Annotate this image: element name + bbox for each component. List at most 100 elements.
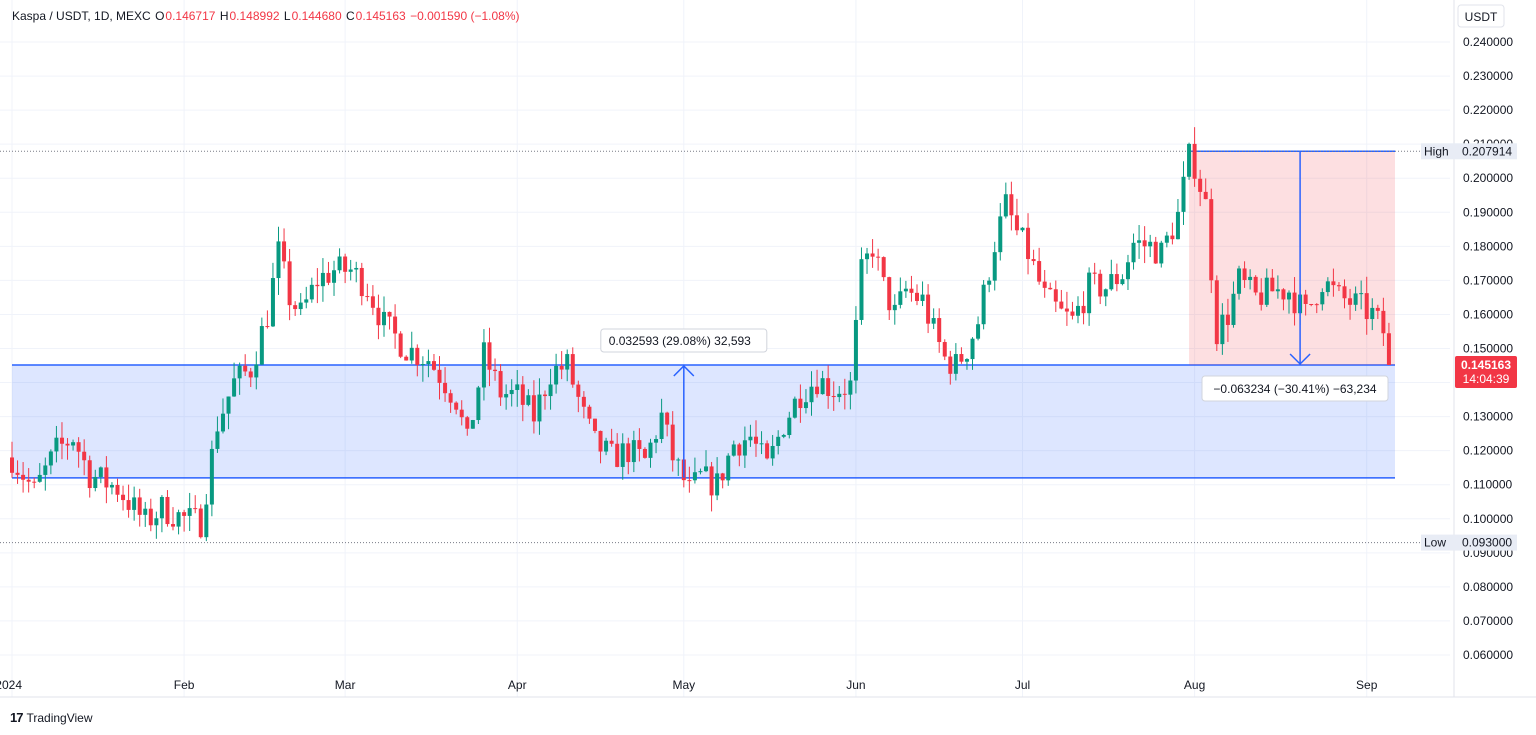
candle[interactable] <box>171 507 176 531</box>
candle[interactable] <box>481 329 486 401</box>
range-up-label[interactable]: 0.032593 (29.08%) 32,593 <box>600 328 768 353</box>
candle[interactable] <box>642 447 647 459</box>
candle[interactable] <box>1014 198 1019 236</box>
candle[interactable] <box>504 384 509 410</box>
candle[interactable] <box>604 437 609 456</box>
candle[interactable] <box>393 304 398 349</box>
candle[interactable] <box>554 353 559 394</box>
candle[interactable] <box>59 422 64 460</box>
candle[interactable] <box>1159 240 1164 268</box>
candle[interactable] <box>1181 161 1186 225</box>
candle[interactable] <box>448 389 453 413</box>
candle[interactable] <box>1231 281 1236 328</box>
candle[interactable] <box>953 343 958 381</box>
candle[interactable] <box>365 283 370 302</box>
candle[interactable] <box>1020 227 1025 233</box>
candle[interactable] <box>282 228 287 269</box>
candle[interactable] <box>381 296 386 337</box>
candle[interactable] <box>787 411 792 439</box>
candle[interactable] <box>887 276 892 320</box>
candle[interactable] <box>1076 296 1081 324</box>
candle[interactable] <box>332 260 337 296</box>
candle[interactable] <box>1292 277 1297 326</box>
candle[interactable] <box>348 259 353 281</box>
candle[interactable] <box>126 484 131 518</box>
candle[interactable] <box>1070 301 1075 320</box>
candle[interactable] <box>87 455 92 498</box>
candle[interactable] <box>343 253 348 284</box>
candle[interactable] <box>559 351 564 380</box>
candle[interactable] <box>409 331 414 364</box>
candle[interactable] <box>159 495 164 533</box>
candle[interactable] <box>354 261 359 283</box>
candle[interactable] <box>1087 267 1092 326</box>
candle[interactable] <box>237 362 242 395</box>
candle[interactable] <box>1164 231 1169 248</box>
candle[interactable] <box>587 404 592 424</box>
candle[interactable] <box>570 347 575 388</box>
candle[interactable] <box>1203 178 1208 200</box>
candle[interactable] <box>1336 282 1341 292</box>
candle[interactable] <box>1053 280 1058 313</box>
candle[interactable] <box>1026 213 1031 275</box>
candle[interactable] <box>21 462 26 493</box>
candle[interactable] <box>148 498 153 532</box>
candle[interactable] <box>731 440 736 457</box>
candle[interactable] <box>1364 276 1369 335</box>
candle[interactable] <box>287 248 292 321</box>
currency-button[interactable]: USDT <box>1457 4 1505 28</box>
candle[interactable] <box>1242 261 1247 288</box>
candle[interactable] <box>1142 226 1147 264</box>
candle[interactable] <box>1286 290 1291 314</box>
candle[interactable] <box>15 460 20 484</box>
candle[interactable] <box>476 385 481 425</box>
candle[interactable] <box>1342 279 1347 309</box>
candle[interactable] <box>592 418 597 434</box>
candle[interactable] <box>637 428 642 462</box>
candle[interactable] <box>676 457 681 476</box>
candle[interactable] <box>1009 181 1014 231</box>
candle[interactable] <box>937 308 942 353</box>
candle[interactable] <box>398 331 403 359</box>
candle[interactable] <box>1325 277 1330 297</box>
candle[interactable] <box>232 362 237 397</box>
candle[interactable] <box>520 376 525 422</box>
candle[interactable] <box>1081 291 1086 325</box>
candle[interactable] <box>981 280 986 330</box>
candle[interactable] <box>753 420 758 457</box>
candle[interactable] <box>581 391 586 419</box>
candle[interactable] <box>309 277 314 303</box>
candle[interactable] <box>665 411 670 437</box>
candle[interactable] <box>1248 269 1253 290</box>
candle[interactable] <box>215 416 220 453</box>
candle[interactable] <box>620 433 625 480</box>
candle[interactable] <box>132 486 137 521</box>
candle[interactable] <box>498 364 503 406</box>
candle[interactable] <box>487 327 492 387</box>
candle[interactable] <box>831 381 836 411</box>
candle[interactable] <box>1148 234 1153 258</box>
candle[interactable] <box>337 248 342 274</box>
candle[interactable] <box>459 400 464 426</box>
candle[interactable] <box>465 415 470 436</box>
candle[interactable] <box>770 434 775 466</box>
candle[interactable] <box>1092 262 1097 285</box>
candle[interactable] <box>326 261 331 286</box>
candle[interactable] <box>304 286 309 309</box>
candle[interactable] <box>1281 288 1286 311</box>
candle[interactable] <box>803 389 808 414</box>
candle[interactable] <box>998 203 1003 261</box>
candle[interactable] <box>659 398 664 444</box>
candle[interactable] <box>748 424 753 447</box>
candle[interactable] <box>892 294 897 325</box>
candle[interactable] <box>254 351 259 390</box>
candle[interactable] <box>1214 275 1219 352</box>
candle[interactable] <box>48 449 53 475</box>
candle[interactable] <box>165 490 170 527</box>
candle[interactable] <box>865 247 870 274</box>
candle[interactable] <box>848 372 853 410</box>
candle[interactable] <box>720 472 725 489</box>
candle[interactable] <box>1131 233 1136 270</box>
candle[interactable] <box>1270 269 1275 292</box>
